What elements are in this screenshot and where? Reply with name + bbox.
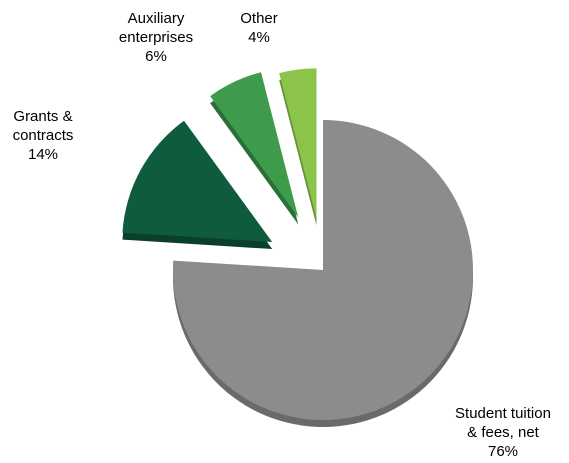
slice-label: Auxiliary enterprises 6% (119, 9, 193, 66)
slice-label-line: 6% (145, 48, 167, 65)
pie-slice-4 (279, 68, 317, 226)
slice-label: Grants & contracts 14% (13, 107, 74, 164)
pie-slice-top (210, 72, 299, 218)
slice-label-line: 4% (248, 29, 270, 46)
slice-label-line: enterprises (118, 29, 194, 46)
slice-label-line: & fees, net (467, 424, 539, 441)
pie-slice-1 (173, 120, 473, 427)
slice-label-line: contracts (12, 127, 74, 144)
slice-label-line: Other (240, 10, 278, 27)
pie-slice-top (122, 120, 273, 243)
pie-slice-3 (210, 72, 299, 225)
pie-slice-2 (122, 120, 273, 250)
slice-label-line: Auxiliary (127, 10, 185, 27)
pie-slice-top (173, 120, 473, 420)
pie-slice-top (279, 68, 317, 219)
slice-label: Other 4% (240, 9, 278, 47)
slice-label: Student tuition & fees, net 76% (455, 404, 551, 461)
slice-label-line: Student tuition (455, 405, 551, 422)
slice-label-line: 76% (487, 443, 519, 460)
slice-label-line: 14% (27, 146, 59, 163)
slice-label-line: Grants & (13, 108, 73, 125)
